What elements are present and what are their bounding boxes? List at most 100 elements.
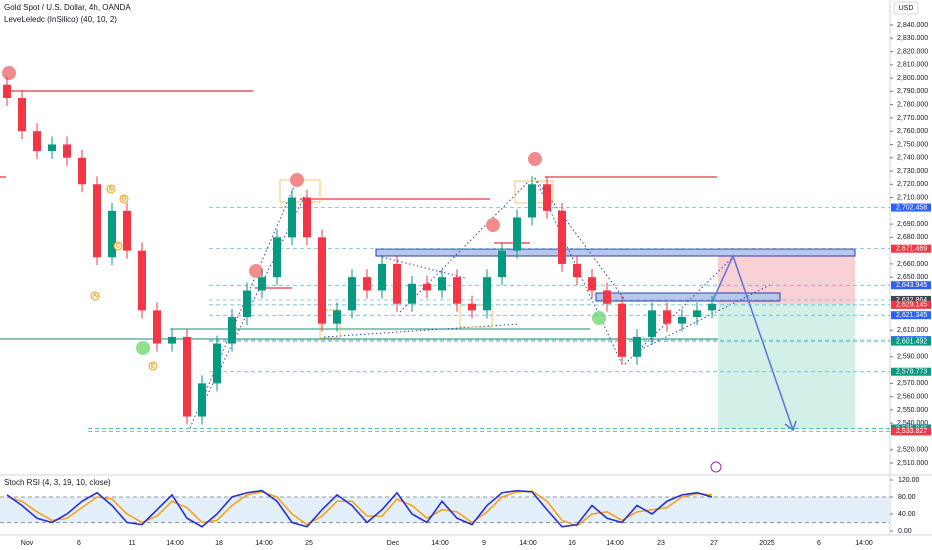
candle-body	[18, 98, 26, 132]
wave-label: B	[109, 187, 113, 193]
candle-body	[303, 197, 311, 238]
pivot-lows	[136, 311, 606, 355]
pivot	[290, 173, 304, 187]
x-tick-label: 14:00	[855, 540, 873, 547]
x-tick-label: 14:00	[431, 540, 449, 547]
trend-line	[189, 181, 297, 429]
candle-body	[288, 197, 296, 238]
y-tick-label: 2,540.000	[897, 420, 928, 427]
x-tick-label: Nov	[21, 540, 34, 547]
y-tick-label: 2,690.000	[897, 221, 928, 228]
wave-marker	[113, 241, 123, 251]
pivot	[528, 152, 542, 166]
x-tick-label: 27	[710, 540, 718, 547]
pivot	[592, 311, 606, 325]
x-tick-label: Dec	[387, 540, 400, 547]
y-tick-label: 2,730.000	[897, 168, 928, 175]
level-label: 2,702.458	[896, 204, 927, 211]
pivot	[136, 341, 150, 355]
level-label: 2,632.864	[896, 297, 927, 304]
box	[319, 309, 341, 339]
wave-label: A	[93, 294, 97, 300]
wave-marker	[106, 184, 116, 194]
red-lines	[0, 90, 717, 289]
x-tick-label: 6	[77, 540, 81, 547]
candle-body	[393, 263, 401, 304]
candle-body	[228, 317, 236, 344]
stoch-title: Stoch RSI (4, 3, 19, 10, close)	[4, 478, 111, 487]
candle-body	[648, 310, 656, 337]
x-tick-label: 18	[215, 540, 223, 547]
candle-body	[123, 210, 131, 251]
x-tick-label: 14:00	[255, 540, 273, 547]
wave-label: D	[122, 197, 127, 203]
level-tag	[891, 337, 931, 346]
candle-body	[633, 336, 641, 357]
candle-body	[663, 310, 671, 324]
x-tick-label: 14:00	[166, 540, 184, 547]
level-tag	[891, 367, 931, 376]
event-icon[interactable]	[710, 461, 722, 473]
candle-body	[678, 317, 686, 324]
currency-box[interactable]	[893, 1, 919, 15]
candle-body	[423, 283, 431, 291]
level-tag	[891, 300, 931, 309]
y-tick-label: 2,820.000	[897, 48, 928, 55]
candle-body	[363, 277, 371, 291]
y-tick-label: 2,610.000	[897, 327, 928, 334]
candle-body	[333, 310, 341, 324]
candle-body	[3, 84, 11, 98]
candle-body	[213, 343, 221, 384]
candle-body	[48, 144, 56, 152]
candle-body	[348, 277, 356, 311]
level-label: 2,533.827	[896, 428, 927, 435]
candle-body	[168, 336, 176, 344]
target-zone	[718, 304, 855, 429]
pivot	[2, 66, 16, 80]
x-tick-label: 6	[817, 540, 821, 547]
wave-marker	[148, 361, 158, 371]
candle-body	[453, 277, 461, 304]
candle-body	[483, 277, 491, 311]
y-tick-label: 2,650.000	[897, 274, 928, 281]
y-tick-label: 2,570.000	[897, 380, 928, 387]
x-tick-label: 9	[482, 540, 486, 547]
y-tick-label: 2,740.000	[897, 155, 928, 162]
candle-body	[468, 303, 476, 311]
pivot	[486, 218, 500, 232]
y-tick-label: 80.00	[898, 494, 916, 501]
wave-label: C	[116, 244, 121, 250]
y-tick-label: 40.00	[898, 511, 916, 518]
level-label: 2,601.492	[896, 338, 927, 345]
y-tick-label: 2,680.000	[897, 234, 928, 241]
level-label: 2,578.773	[896, 369, 927, 376]
symbol-title: Gold Spot / U.S. Dollar, 4h, OANDA	[4, 3, 131, 12]
trend-line	[399, 181, 529, 313]
candle-body	[588, 277, 596, 291]
candle-body	[243, 290, 251, 317]
candle-body	[528, 184, 536, 218]
candle-body	[138, 250, 146, 311]
x-tick-label: 2025	[759, 540, 775, 547]
y-tick-label: 2,660.000	[897, 261, 928, 268]
candle-body	[438, 277, 446, 291]
y-tick-label: 2,840.000	[897, 22, 928, 29]
y-tick-label: 2,760.000	[897, 128, 928, 135]
arrow-head	[784, 420, 797, 432]
level-label: 2,671.469	[896, 246, 927, 253]
candle-body	[378, 263, 386, 291]
stoch-line	[6, 490, 713, 527]
wave-label: E	[151, 364, 155, 370]
candle-body	[558, 210, 566, 264]
candle-body	[318, 237, 326, 324]
level-label: 2,629.145	[896, 302, 927, 309]
trend-line	[624, 254, 736, 365]
level-tag	[891, 295, 931, 304]
level-tag	[891, 244, 931, 253]
level-tag	[891, 427, 931, 436]
level-tag	[891, 203, 931, 212]
level-label: 2,621.345	[896, 312, 927, 319]
candle-body	[258, 277, 266, 291]
y-tick-label: 2,750.000	[897, 141, 928, 148]
